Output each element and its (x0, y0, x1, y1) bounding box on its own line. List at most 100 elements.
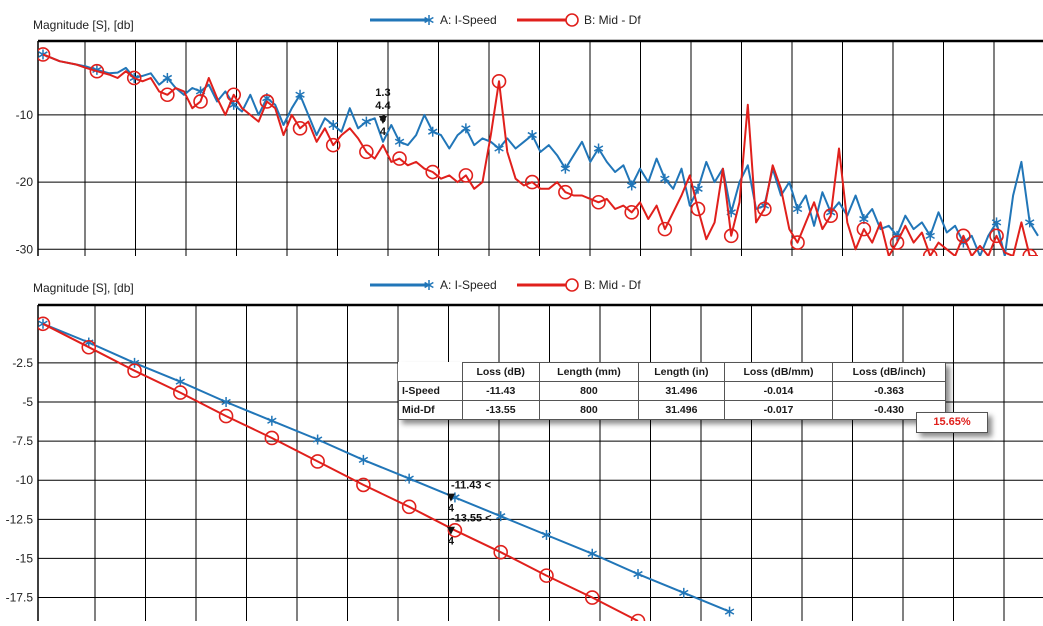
data-point-asterisk (527, 130, 537, 141)
header-length-mm: Length (mm) (538, 362, 640, 382)
data-point-asterisk (328, 119, 338, 130)
cell-length-mm: 800 (538, 381, 640, 401)
data-point-circle (757, 201, 772, 217)
data-point-circle (259, 94, 275, 109)
marker-readout: 4 (448, 536, 455, 548)
data-point-circle (359, 144, 374, 160)
row-label: I-Speed (398, 381, 463, 401)
data-point-circle (447, 522, 463, 538)
data-point-asterisk (295, 89, 305, 100)
data-point-asterisk (394, 136, 405, 147)
legend-label: B: Mid - Df (584, 278, 641, 292)
data-point-circle (38, 47, 51, 62)
data-point-circle (126, 70, 142, 86)
data-point-circle (657, 221, 673, 237)
data-point-asterisk (633, 569, 643, 580)
data-point-asterisk (724, 606, 735, 617)
data-point-circle (558, 184, 573, 200)
data-point-asterisk (495, 511, 506, 522)
data-point-circle (425, 164, 441, 180)
legend-label: B: Mid - Df (584, 13, 641, 27)
marker-arrow (446, 493, 455, 502)
data-point-circle (889, 235, 905, 250)
y-tick-label: -12.5 (6, 512, 34, 526)
marker-readout: -11.43 < (451, 480, 491, 492)
data-point-circle (392, 151, 407, 166)
marker-readout: 4 (380, 126, 387, 138)
marker-readout: -13.55 < (451, 513, 492, 525)
table-row-ispeed: I-Speed -11.43 800 31.496 -0.014 -0.363 (398, 381, 946, 401)
series-line-a (42, 322, 730, 613)
data-point-asterisk (541, 529, 552, 540)
data-point-circle (38, 316, 51, 332)
data-point-circle (292, 121, 308, 136)
data-point-circle (81, 339, 97, 355)
cell-loss-db-inch: -0.363 (832, 381, 946, 401)
data-point-circle (584, 590, 600, 605)
y-tick-label: -2.5 (12, 356, 33, 370)
marker-readout: 4 (448, 503, 455, 515)
y-tick-label: -15 (16, 551, 34, 565)
data-point-circle (630, 613, 646, 621)
data-point-circle (922, 248, 938, 256)
legend-label: A: I-Speed (440, 278, 497, 292)
y-axis-label: Magnitude [S], [db] (33, 18, 134, 32)
legend: A: I-Speed B: Mid - Df (370, 13, 641, 27)
series-group (38, 316, 735, 621)
data-point-asterisk (38, 318, 48, 329)
marker-readout: 4.4 (375, 100, 391, 112)
cell-loss-db-mm: -0.014 (723, 381, 834, 401)
y-tick-label: -5 (22, 395, 33, 409)
data-point-asterisk (361, 116, 372, 127)
header-loss-db-mm: Loss (dB/mm) (723, 362, 834, 382)
loss-difference-percent: 15.65% (916, 412, 988, 433)
data-point-circle (173, 385, 188, 400)
marker-readout: 1.3 (375, 87, 390, 99)
data-point-circle (89, 63, 105, 79)
legend-label: A: I-Speed (440, 13, 497, 27)
loss-table-header-row: Loss (dB) Length (mm) Length (in) Loss (… (398, 362, 946, 382)
data-point-circle (539, 568, 554, 583)
data-point-circle (989, 228, 1004, 244)
data-point-circle (823, 208, 839, 223)
data-point-asterisk (679, 587, 689, 598)
legend-asterisk-marker (424, 15, 434, 25)
data-point-asterisk (626, 180, 637, 191)
cell-length-in: 31.496 (638, 400, 725, 420)
data-point-circle (493, 544, 509, 560)
data-point-asterisk (175, 376, 186, 387)
data-point-asterisk (358, 454, 369, 465)
row-label: Mid-Df (398, 400, 463, 420)
cell-length-mm: 800 (538, 400, 640, 420)
table-row-middf: Mid-Df -13.55 800 31.496 -0.017 -0.430 (398, 400, 946, 420)
data-point-circle (458, 168, 474, 183)
series-line-b (42, 322, 639, 621)
data-point-circle (856, 221, 872, 237)
data-point-circle (401, 499, 417, 515)
data-point-asterisk (587, 548, 597, 559)
data-point-circle (790, 235, 805, 250)
y-tick-label: -7.5 (12, 434, 33, 448)
y-axis-label: Magnitude [S], [db] (33, 281, 134, 295)
data-point-circle (193, 94, 208, 109)
cell-loss-db: -13.55 (461, 400, 540, 420)
header-length-in: Length (in) (638, 362, 725, 382)
data-point-circle (690, 201, 706, 217)
data-point-asterisk (427, 126, 438, 137)
data-point-circle (264, 430, 280, 446)
data-point-circle (591, 194, 606, 210)
data-point-circle (956, 228, 971, 244)
data-point-circle (127, 363, 142, 379)
data-point-asterisk (461, 123, 471, 134)
legend-asterisk-marker (424, 280, 434, 290)
cell-loss-db: -11.43 (461, 381, 540, 401)
data-point-asterisk (1024, 217, 1035, 228)
data-point-circle (160, 87, 175, 103)
data-point-circle (624, 205, 640, 220)
loss-table: Loss (dB) Length (mm) Length (in) Loss (… (398, 362, 946, 420)
legend-circle-marker (565, 278, 579, 292)
header-loss-db: Loss (dB) (461, 362, 540, 382)
chart-panel-1: -10 -20 -30 Magnitude [S], [db] A: I-Speed B:… (16, 13, 1043, 256)
